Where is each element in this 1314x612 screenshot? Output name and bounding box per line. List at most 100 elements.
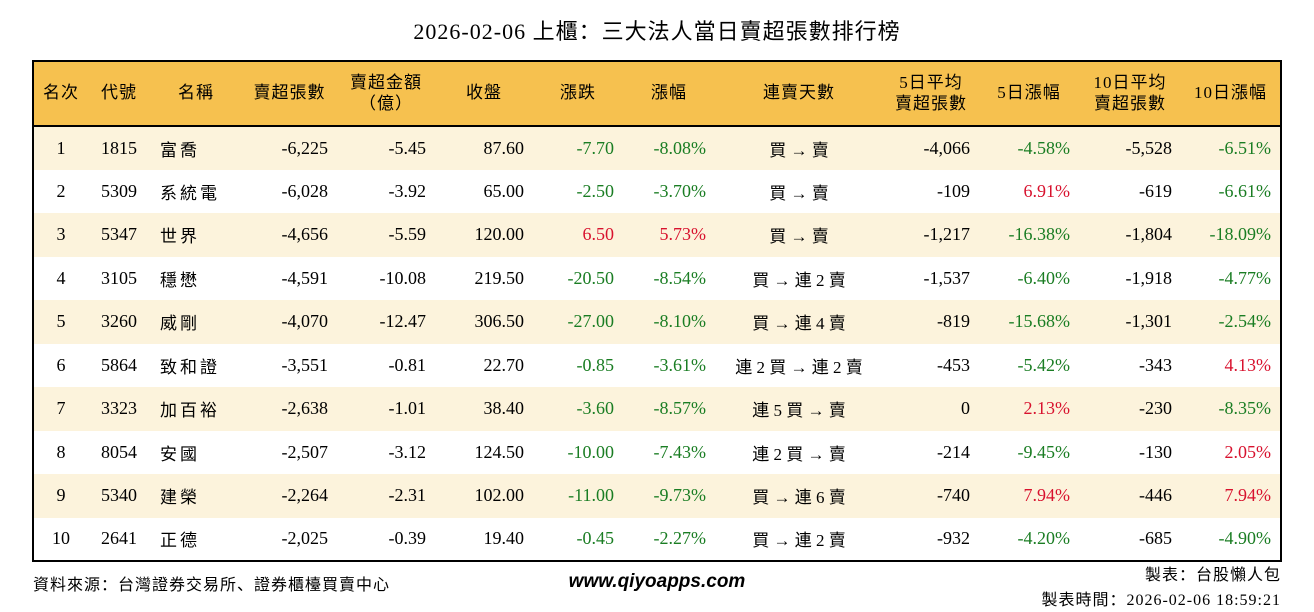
cell-pct5: 2.13%	[1023, 398, 1071, 419]
cell-close: 120.00	[474, 224, 525, 245]
cell-change-pct: -8.10%	[653, 311, 707, 332]
cell-rank: 5	[56, 311, 66, 332]
table-row: 5 3260 威剛 -4,070 -12.47 306.50 -27.00 -8.10% 買 →…	[33, 300, 1281, 344]
cell-avg5-volume: -453	[937, 354, 970, 375]
cell-net-sell-volume: -4,591	[281, 267, 329, 288]
cell-change-pct: -9.73%	[653, 485, 707, 506]
cell-net-sell-amount: -3.12	[388, 441, 427, 462]
cell-name: 系統電	[160, 183, 220, 203]
cell-change: -0.45	[576, 528, 615, 549]
cell-code: 1815	[101, 137, 137, 158]
page-title: 2026-02-06 上櫃：三大法人當日賣超張數排行榜	[413, 19, 901, 44]
cell-code: 8054	[101, 441, 137, 462]
cell-streak: 連 5 買 → 賣	[752, 401, 846, 421]
cell-change: -3.60	[576, 398, 615, 419]
table-row: 4 3105 穩懋 -4,591 -10.08 219.50 -20.50 -8.54% 買 →…	[33, 256, 1281, 300]
cell-avg5-volume: -932	[937, 528, 970, 549]
cell-change-pct: 5.73%	[659, 224, 707, 245]
cell-net-sell-amount: -0.81	[388, 354, 427, 375]
column-header-name: 名稱	[150, 61, 242, 127]
cell-avg10-volume: -130	[1139, 441, 1172, 462]
cell-change: 6.50	[582, 224, 615, 245]
table-row: 2 5309 系統電 -6,028 -3.92 65.00 -2.50 -3.70% 買 → 賣…	[33, 169, 1281, 213]
cell-name: 威剛	[160, 314, 200, 334]
column-header-net-sell-amount: 賣超金額 （億）	[337, 61, 435, 127]
cell-name: 建榮	[160, 488, 200, 508]
cell-change: -11.00	[568, 485, 614, 506]
cell-pct5: 7.94%	[1023, 485, 1071, 506]
cell-avg5-volume: -1,217	[923, 224, 971, 245]
cell-streak: 買 → 賣	[769, 140, 829, 160]
cell-net-sell-amount: -5.45	[388, 137, 427, 158]
cell-pct10: 4.13%	[1224, 354, 1272, 375]
cell-streak: 買 → 連 4 賣	[752, 314, 846, 334]
cell-close: 102.00	[474, 485, 525, 506]
cell-pct10: -4.77%	[1218, 267, 1272, 288]
cell-avg10-volume: -1,301	[1125, 311, 1173, 332]
cell-net-sell-volume: -4,656	[281, 224, 329, 245]
cell-code: 3323	[101, 398, 137, 419]
cell-avg10-volume: -446	[1139, 485, 1172, 506]
cell-pct10: 7.94%	[1224, 485, 1272, 506]
column-header-streak: 連賣天數	[715, 61, 883, 127]
website-url: www.qiyoapps.com	[568, 571, 746, 592]
cell-change: -20.50	[567, 267, 615, 288]
cell-streak: 買 → 賣	[769, 227, 829, 247]
cell-name: 正德	[160, 531, 200, 551]
cell-name: 富喬	[160, 140, 200, 160]
credits: 製表：台股懶人包 製表時間：2026-02-06 18:59:21	[1041, 563, 1281, 612]
footer: 資料來源：台灣證券交易所、證券櫃檯買賣中心 www.qiyoapps.com 製…	[33, 562, 1281, 612]
cell-net-sell-volume: -4,070	[281, 311, 329, 332]
table-row: 1 1815 富喬 -6,225 -5.45 87.60 -7.70 -8.08% 買 → 賣 -…	[33, 126, 1281, 170]
data-source-note: 資料來源：台灣證券交易所、證券櫃檯買賣中心	[33, 577, 391, 594]
cell-streak: 買 → 連 2 賣	[752, 531, 846, 551]
cell-rank: 4	[56, 267, 66, 288]
cell-rank: 2	[56, 180, 66, 201]
cell-avg5-volume: 0	[961, 398, 970, 419]
cell-net-sell-amount: -0.39	[388, 528, 427, 549]
cell-pct10: -6.61%	[1218, 180, 1272, 201]
cell-pct5: -6.40%	[1017, 267, 1071, 288]
column-header-pct5: 5日漲幅	[979, 61, 1079, 127]
cell-rank: 8	[56, 441, 66, 462]
cell-net-sell-volume: -2,025	[281, 528, 329, 549]
cell-rank: 1	[56, 137, 66, 158]
cell-pct5: -5.42%	[1017, 354, 1071, 375]
cell-close: 219.50	[474, 267, 525, 288]
cell-net-sell-amount: -2.31	[388, 485, 427, 506]
cell-avg10-volume: -1,918	[1125, 267, 1173, 288]
cell-name: 加百裕	[160, 401, 220, 421]
table-row: 3 5347 世界 -4,656 -5.59 120.00 6.50 5.73% 買 → 賣 -1…	[33, 213, 1281, 257]
column-header-pct10: 10日漲幅	[1181, 61, 1281, 127]
cell-code: 5340	[101, 485, 137, 506]
cell-avg5-volume: -214	[937, 441, 970, 462]
cell-streak: 連 2 買 → 連 2 賣	[735, 357, 863, 377]
cell-close: 22.70	[483, 354, 525, 375]
column-header-change: 漲跌	[533, 61, 623, 127]
cell-code: 5347	[101, 224, 137, 245]
column-header-net-sell-volume: 賣超張數	[242, 61, 337, 127]
cell-pct10: -18.09%	[1209, 224, 1272, 245]
cell-net-sell-amount: -1.01	[388, 398, 427, 419]
cell-rank: 9	[56, 485, 66, 506]
table-header: 名次 代號 名稱 賣超張數 賣超金額 （億） 收盤 漲跌 漲幅 連賣天數 5日平均 賣超張數 5日漲…	[33, 61, 1281, 127]
cell-change-pct: -7.43%	[653, 441, 707, 462]
cell-close: 306.50	[474, 311, 525, 332]
cell-avg5-volume: -1,537	[923, 267, 971, 288]
cell-change-pct: -3.70%	[653, 180, 707, 201]
cell-pct10: -6.51%	[1218, 137, 1272, 158]
cell-code: 5864	[101, 354, 137, 375]
cell-name: 世界	[160, 227, 200, 247]
cell-change-pct: -2.27%	[653, 528, 707, 549]
cell-pct10: -8.35%	[1218, 398, 1272, 419]
cell-avg10-volume: -619	[1139, 180, 1172, 201]
cell-name: 穩懋	[160, 270, 200, 290]
cell-net-sell-volume: -6,028	[281, 180, 329, 201]
cell-streak: 買 → 賣	[769, 183, 829, 203]
cell-net-sell-amount: -5.59	[388, 224, 427, 245]
cell-net-sell-amount: -12.47	[379, 311, 427, 332]
created-time-note: 製表時間：2026-02-06 18:59:21	[1041, 592, 1281, 609]
table-row: 6 5864 致和證 -3,551 -0.81 22.70 -0.85 -3.61% 連 2 買…	[33, 343, 1281, 387]
cell-change: -10.00	[567, 441, 615, 462]
cell-avg5-volume: -109	[937, 180, 970, 201]
